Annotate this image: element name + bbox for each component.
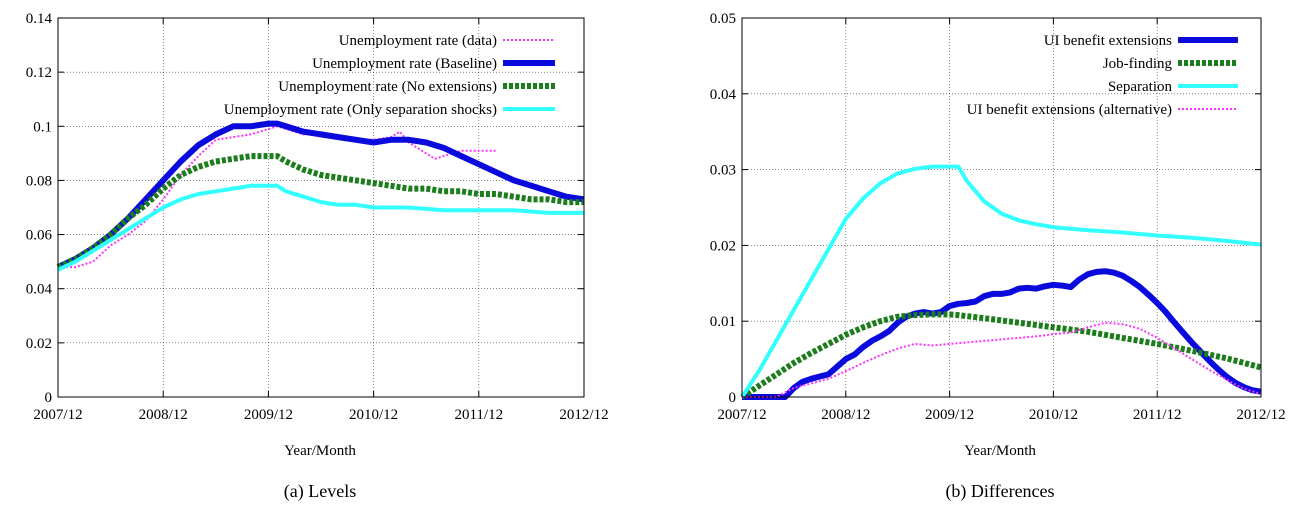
y-tick-label: 0.08 [26, 173, 52, 189]
series-line-1 [56, 120, 585, 270]
x-tick-label: 2012/12 [559, 407, 608, 423]
figure-caption: (b) Differences [945, 481, 1054, 502]
chart-levels: 0 0.02 0.04 0.06 0.08 0.1 0.12 0.14 2007/12 2008/… [26, 11, 609, 502]
x-tick-label: 2009/12 [925, 407, 974, 423]
y-tick-label: 0.06 [26, 228, 53, 244]
y-tick-label: 0.05 [710, 11, 736, 27]
x-tick-label: 2010/12 [1029, 407, 1078, 423]
series-line-3 [57, 183, 584, 272]
legend: UI benefit extensions Job-finding Separati… [967, 33, 1238, 118]
legend: Unemployment rate (data) Unemployment rat… [224, 33, 555, 118]
y-tick-label: 0 [45, 390, 53, 406]
x-tick-label: 2011/12 [454, 407, 503, 423]
legend-label: Unemployment rate (No extensions) [278, 79, 497, 95]
chart-differences: 0 0.01 0.02 0.03 0.04 0.05 2007/12 2008/12 2009/… [710, 11, 1286, 502]
y-tick-label: 0.03 [710, 163, 736, 179]
x-axis-label: Year/Month [284, 443, 356, 459]
x-tick-label: 2007/12 [33, 407, 82, 423]
y-tick-label: 0.04 [710, 87, 737, 103]
legend-label: Separation [1108, 79, 1173, 95]
x-tick-label: 2011/12 [1133, 407, 1182, 423]
x-tick-label: 2009/12 [244, 407, 293, 423]
x-axis-label: Year/Month [964, 443, 1036, 459]
x-tick-label: 2012/12 [1236, 407, 1285, 423]
y-tick-label: 0.02 [710, 238, 736, 254]
y-tick-label: 0.1 [33, 119, 52, 135]
series-line-2 [56, 153, 584, 270]
y-tick-label: 0.12 [26, 65, 52, 81]
y-tick-label: 0.04 [26, 282, 53, 298]
y-tick-label: 0 [729, 390, 737, 406]
legend-label: UI benefit extensions (alternative) [967, 102, 1172, 118]
legend-label: Unemployment rate (Baseline) [312, 56, 497, 72]
series-line-0 [742, 268, 1262, 400]
y-tick-label: 0.02 [26, 336, 52, 352]
x-tick-label: 2010/12 [349, 407, 398, 423]
plot-frame [57, 17, 585, 398]
legend-label: Job-finding [1103, 56, 1173, 72]
plot-frame [741, 17, 1262, 398]
legend-label: Unemployment rate (data) [339, 33, 497, 49]
y-tick-label: 0.01 [710, 314, 736, 330]
x-tick-label: 2007/12 [717, 407, 766, 423]
series-line-2 [740, 164, 1262, 399]
series-line-0 [58, 125, 497, 269]
legend-label: UI benefit extensions [1044, 33, 1172, 49]
series-line-1 [740, 311, 1262, 400]
x-tick-label: 2008/12 [821, 407, 870, 423]
x-tick-label: 2008/12 [139, 407, 188, 423]
figure-caption: (a) Levels [284, 481, 356, 502]
y-tick-label: 0.14 [26, 11, 53, 27]
legend-label: Unemployment rate (Only separation shock… [224, 102, 497, 118]
series-line-3 [742, 321, 1262, 398]
